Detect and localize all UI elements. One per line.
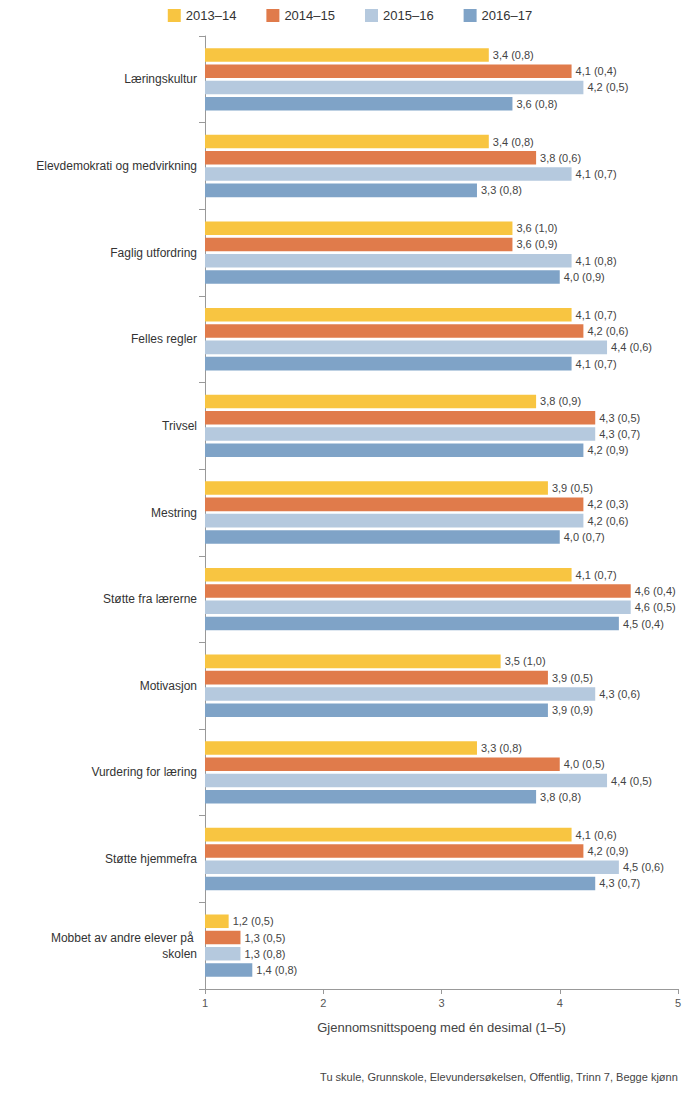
svg-text:3: 3 bbox=[438, 997, 444, 1009]
svg-text:4,0 (0,7): 4,0 (0,7) bbox=[564, 531, 605, 543]
svg-text:3,4 (0,8): 3,4 (0,8) bbox=[493, 49, 534, 61]
svg-text:3,9 (0,5): 3,9 (0,5) bbox=[552, 482, 593, 494]
svg-text:3,8 (0,9): 3,8 (0,9) bbox=[540, 395, 581, 407]
svg-text:2015–16: 2015–16 bbox=[383, 8, 434, 23]
svg-text:Faglig utfordring: Faglig utfordring bbox=[110, 246, 197, 260]
svg-text:4,3 (0,6): 4,3 (0,6) bbox=[599, 688, 640, 700]
svg-text:4,6 (0,4): 4,6 (0,4) bbox=[635, 585, 676, 597]
svg-text:skolen: skolen bbox=[162, 947, 197, 961]
svg-text:3,8 (0,6): 3,8 (0,6) bbox=[540, 152, 581, 164]
svg-text:4,0 (0,9): 4,0 (0,9) bbox=[564, 271, 605, 283]
svg-text:4,1 (0,7): 4,1 (0,7) bbox=[576, 358, 617, 370]
svg-text:3,9 (0,5): 3,9 (0,5) bbox=[552, 672, 593, 684]
svg-text:3,6 (1,0): 3,6 (1,0) bbox=[516, 222, 557, 234]
svg-text:4,3 (0,7): 4,3 (0,7) bbox=[599, 428, 640, 440]
svg-text:4,1 (0,7): 4,1 (0,7) bbox=[576, 168, 617, 180]
svg-text:4,1 (0,4): 4,1 (0,4) bbox=[576, 65, 617, 77]
svg-text:4,4 (0,6): 4,4 (0,6) bbox=[611, 341, 652, 353]
svg-text:3,3 (0,8): 3,3 (0,8) bbox=[481, 184, 522, 196]
svg-text:Mobbet av andre elever på: Mobbet av andre elever på bbox=[51, 931, 197, 945]
svg-text:3,6 (0,9): 3,6 (0,9) bbox=[516, 238, 557, 250]
svg-text:2014–15: 2014–15 bbox=[284, 8, 335, 23]
svg-text:4,0 (0,5): 4,0 (0,5) bbox=[564, 758, 605, 770]
svg-text:1,4 (0,8): 1,4 (0,8) bbox=[256, 964, 297, 976]
svg-text:3,9 (0,9): 3,9 (0,9) bbox=[552, 704, 593, 716]
svg-text:2016–17: 2016–17 bbox=[482, 8, 533, 23]
svg-text:2: 2 bbox=[320, 997, 326, 1009]
svg-text:3,5 (1,0): 3,5 (1,0) bbox=[505, 655, 546, 667]
svg-text:4,2 (0,9): 4,2 (0,9) bbox=[587, 444, 628, 456]
svg-text:Tu skule, Grunnskole, Elevunde: Tu skule, Grunnskole, Elevundersøkelsen,… bbox=[320, 1071, 678, 1083]
svg-text:4,1 (0,7): 4,1 (0,7) bbox=[576, 569, 617, 581]
svg-text:Gjennomsnittspoeng med én desi: Gjennomsnittspoeng med én desimal (1–5) bbox=[317, 1020, 566, 1035]
svg-text:4,2 (0,9): 4,2 (0,9) bbox=[587, 845, 628, 857]
svg-text:4,4 (0,5): 4,4 (0,5) bbox=[611, 775, 652, 787]
svg-text:2013–14: 2013–14 bbox=[186, 8, 237, 23]
svg-text:Motivasjon: Motivasjon bbox=[140, 679, 197, 693]
svg-text:3,8 (0,8): 3,8 (0,8) bbox=[540, 791, 581, 803]
svg-text:Læringskultur: Læringskultur bbox=[124, 72, 197, 86]
svg-text:5: 5 bbox=[675, 997, 681, 1009]
svg-text:4,3 (0,7): 4,3 (0,7) bbox=[599, 877, 640, 889]
svg-text:3,4 (0,8): 3,4 (0,8) bbox=[493, 136, 534, 148]
svg-text:4,2 (0,6): 4,2 (0,6) bbox=[587, 515, 628, 527]
svg-text:4,3 (0,5): 4,3 (0,5) bbox=[599, 412, 640, 424]
svg-text:4,1 (0,8): 4,1 (0,8) bbox=[576, 255, 617, 267]
svg-text:4,5 (0,4): 4,5 (0,4) bbox=[623, 618, 664, 630]
svg-text:3,3 (0,8): 3,3 (0,8) bbox=[481, 742, 522, 754]
svg-text:4,2 (0,5): 4,2 (0,5) bbox=[587, 81, 628, 93]
svg-text:Felles regler: Felles regler bbox=[131, 332, 197, 346]
svg-text:Mestring: Mestring bbox=[151, 506, 197, 520]
svg-text:4,2 (0,3): 4,2 (0,3) bbox=[587, 498, 628, 510]
svg-text:1: 1 bbox=[202, 997, 208, 1009]
svg-text:Trivsel: Trivsel bbox=[162, 419, 197, 433]
svg-text:Vurdering for læring: Vurdering for læring bbox=[91, 765, 197, 779]
svg-text:4,6 (0,5): 4,6 (0,5) bbox=[635, 601, 676, 613]
svg-text:1,3 (0,8): 1,3 (0,8) bbox=[244, 948, 285, 960]
svg-text:Elevdemokrati og medvirkning: Elevdemokrati og medvirkning bbox=[36, 159, 197, 173]
svg-text:4: 4 bbox=[557, 997, 563, 1009]
svg-text:3,6 (0,8): 3,6 (0,8) bbox=[516, 98, 557, 110]
svg-text:4,2 (0,6): 4,2 (0,6) bbox=[587, 325, 628, 337]
svg-text:4,1 (0,7): 4,1 (0,7) bbox=[576, 309, 617, 321]
svg-text:1,2 (0,5): 1,2 (0,5) bbox=[233, 915, 274, 927]
svg-text:1,3 (0,5): 1,3 (0,5) bbox=[244, 932, 285, 944]
svg-text:Støtte hjemmefra: Støtte hjemmefra bbox=[105, 852, 197, 866]
svg-text:4,5 (0,6): 4,5 (0,6) bbox=[623, 861, 664, 873]
svg-text:4,1 (0,6): 4,1 (0,6) bbox=[576, 829, 617, 841]
svg-text:Støtte fra lærerne: Støtte fra lærerne bbox=[103, 592, 197, 606]
